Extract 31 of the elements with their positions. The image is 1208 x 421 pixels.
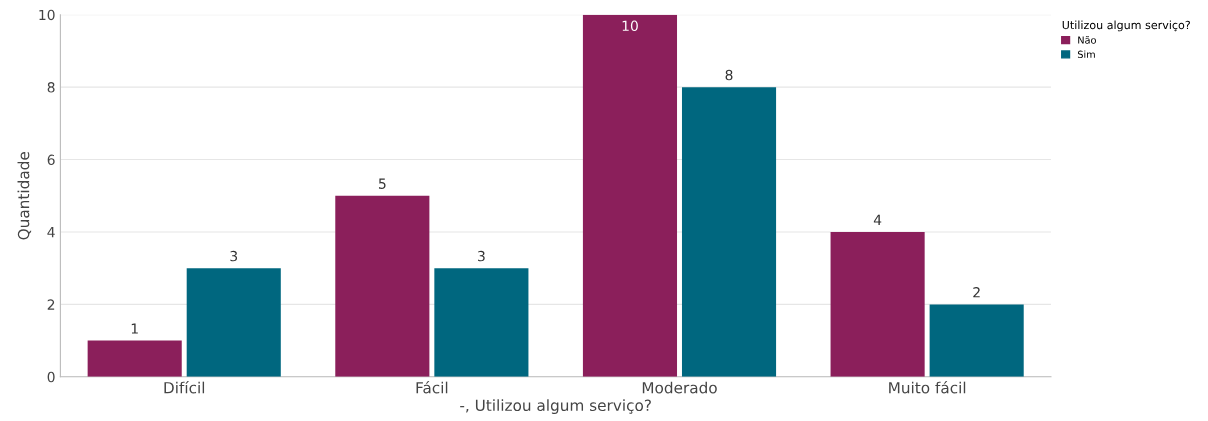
x-axis-title: -, Utilizou algum serviço? [460, 399, 651, 415]
legend-label: Não [1078, 36, 1096, 44]
bar [681, 87, 777, 377]
y-tick-label: 4 [47, 227, 55, 238]
y-tick-label: 8 [47, 82, 55, 93]
data-label: 10 [622, 20, 638, 32]
data-label: 8 [725, 69, 733, 81]
x-tick-label: Moderado [642, 381, 717, 394]
x-tick-label: Fácil [416, 381, 448, 394]
bar [434, 268, 529, 377]
legend-title: Utilizou algum serviço? [1062, 20, 1190, 32]
data-label: 3 [230, 250, 238, 262]
y-tick-label: 0 [47, 371, 55, 383]
y-axis-title: Quantidade [17, 152, 32, 240]
data-label: 4 [873, 214, 882, 225]
x-tick-label: Muito fácil [889, 381, 966, 394]
bar [929, 304, 1024, 377]
data-label: 5 [378, 178, 386, 189]
data-label: 2 [973, 287, 980, 298]
data-label: 3 [478, 250, 485, 262]
y-tick-label: 2 [47, 299, 55, 310]
bar [186, 268, 281, 377]
y-tick-label: 6 [47, 154, 55, 166]
x-tick-label: Difícil [164, 381, 205, 394]
legend-label: Sim [1077, 50, 1095, 58]
bar [87, 340, 182, 377]
data-label: 1 [131, 323, 138, 334]
bar [582, 14, 678, 377]
bar [335, 195, 430, 377]
bar [830, 231, 925, 377]
y-tick-label: 10 [39, 9, 55, 21]
